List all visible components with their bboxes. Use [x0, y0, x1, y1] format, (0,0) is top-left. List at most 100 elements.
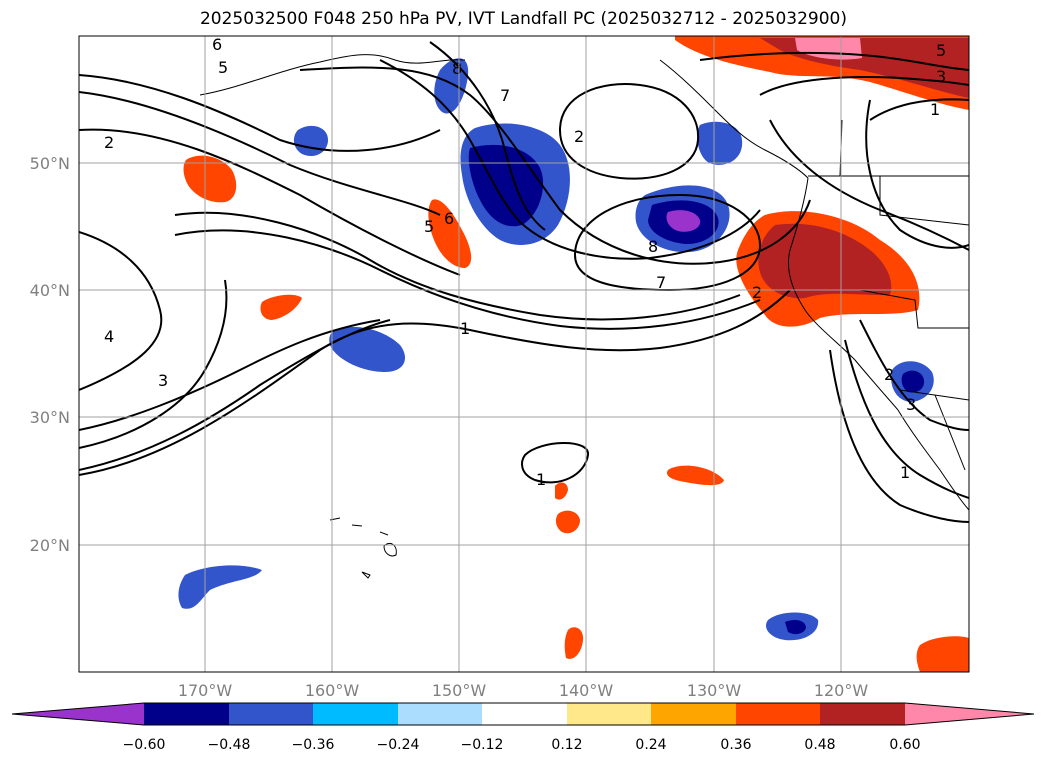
contour-label: 3 — [906, 395, 916, 414]
lat-tick-label: 50°N — [30, 154, 70, 173]
contour-line-ne-2 — [759, 75, 969, 96]
shade-patch-bc — [697, 121, 743, 165]
contour-line-east-1 — [865, 99, 969, 249]
contour-line-cutoff-ring — [573, 193, 762, 292]
contour-label: 7 — [500, 86, 510, 105]
shade-patch-cutoff-peak — [666, 210, 701, 232]
coastline-us-west — [787, 177, 899, 411]
map-area: 6 5 2 4 3 1 8 7 2 6 5 7 8 1 1 2 5 3 1 2 — [78, 35, 970, 673]
colorbar-segment — [229, 703, 313, 725]
shade-patch-coast-core — [758, 223, 892, 299]
contour-label: 8 — [452, 59, 462, 78]
contour-label: 2 — [752, 283, 762, 302]
lon-tick-label: 130°W — [687, 681, 742, 700]
contour-line-east-2 — [859, 319, 969, 431]
shade-patch-sw — [178, 565, 262, 609]
shade-patch-central — [329, 326, 405, 372]
colorbar-segment — [567, 703, 651, 725]
colorbar-segment — [820, 703, 905, 725]
colorbar-segment — [736, 703, 820, 725]
shade-patch-se-corner — [916, 636, 969, 672]
shade-patch-ridge — [428, 199, 472, 268]
contour-label: 2 — [574, 127, 584, 146]
lon-tick-label: 150°W — [432, 681, 487, 700]
colorbar-label: −0.12 — [461, 737, 504, 753]
lon-tick-label: 170°W — [178, 681, 233, 700]
map-title: 2025032500 F048 250 hPa PV, IVT Landfall… — [199, 9, 847, 29]
contour-line-ne-3 — [699, 51, 969, 71]
colorbar: −0.60 −0.48 −0.36 −0.24 −0.12 0.12 0.24 … — [11, 702, 1035, 753]
contour-label: 6 — [212, 35, 222, 54]
shade-patch-s4 — [564, 627, 584, 659]
contour-line-ne-1 — [869, 98, 969, 121]
contour-labels: 6 5 2 4 3 1 8 7 2 6 5 7 8 1 1 2 5 3 1 2 — [104, 35, 946, 489]
colorbar-extend-min — [12, 703, 144, 725]
coastline-alaska-panhandle — [659, 59, 809, 179]
coastline-baja — [897, 409, 969, 511]
colorbar-label: −0.60 — [123, 737, 166, 753]
shade-patch-socal-core — [901, 370, 925, 393]
colorbar-extend-max — [905, 703, 1034, 725]
contour-label: 7 — [656, 273, 666, 292]
shade-patch-s3 — [555, 510, 580, 534]
colorbar-label: −0.48 — [208, 737, 251, 753]
colorbar-label: −0.24 — [377, 737, 420, 753]
shade-patch-w1 — [260, 294, 302, 320]
shade-patch-s1 — [666, 465, 724, 486]
colorbar-label: −0.36 — [292, 737, 335, 753]
axis-tick-labels: 170°W 160°W 150°W 140°W 130°W 120°W 50°N… — [30, 154, 869, 700]
contour-line-ridge-1 — [174, 211, 741, 321]
coastlines — [199, 54, 969, 579]
pv-contours — [79, 41, 969, 523]
colorbar-segment — [482, 703, 567, 725]
colorbar-outline — [11, 702, 1035, 726]
contour-line-sw-3 — [79, 279, 228, 449]
contour-label: 2 — [104, 133, 114, 152]
contour-line-a — [79, 74, 441, 152]
colorbar-segment — [651, 703, 736, 725]
map-frame — [78, 35, 970, 673]
contour-line-subtrop — [521, 442, 589, 484]
contour-line-trough-outer — [299, 66, 811, 265]
colorbar-label: 0.36 — [720, 737, 751, 753]
contour-label: 3 — [158, 371, 168, 390]
shade-patch-nw — [293, 125, 328, 157]
contour-line-ne-loop — [769, 119, 969, 251]
shade-patch-se-core — [785, 620, 806, 635]
lon-tick-label: 120°W — [814, 681, 869, 700]
lon-tick-label: 160°W — [305, 681, 360, 700]
coastline-alaska — [199, 54, 466, 96]
contour-label: 1 — [900, 463, 910, 482]
colorbar-segment — [313, 703, 398, 725]
colorbar-label: 0.12 — [551, 737, 582, 753]
colorbar-label: 0.24 — [635, 737, 666, 753]
colorbar-segment — [398, 703, 482, 725]
contour-label: 3 — [936, 67, 946, 86]
contour-label: 5 — [218, 58, 228, 77]
contour-line-trough-inner — [429, 41, 546, 231]
contour-line-ridge-2 — [174, 229, 761, 330]
hawaii-islands — [329, 517, 397, 579]
shade-patch-dateline — [183, 155, 237, 203]
contour-line-east-4 — [829, 349, 969, 523]
contour-label: 5 — [936, 41, 946, 60]
contour-label: 2 — [884, 365, 894, 384]
contour-line-1 — [79, 289, 791, 476]
gridlines — [79, 36, 969, 672]
contour-line-c — [79, 128, 461, 276]
contour-line-east-3 — [844, 339, 969, 499]
contour-line-d — [79, 231, 163, 391]
colorbar-label: 0.60 — [889, 737, 920, 753]
lon-tick-label: 140°W — [559, 681, 614, 700]
contour-label: 5 — [424, 217, 434, 236]
contour-label: 1 — [460, 319, 470, 338]
contour-label: 8 — [648, 237, 658, 256]
shade-patch-s2 — [555, 482, 568, 500]
shade-patch-aleutian — [434, 58, 469, 114]
lat-tick-label: 40°N — [30, 281, 70, 300]
lat-tick-label: 20°N — [30, 536, 70, 555]
colorbar-label: 0.48 — [804, 737, 835, 753]
contour-line-trough-mid — [379, 59, 761, 260]
contour-line-high-ring — [558, 83, 700, 180]
